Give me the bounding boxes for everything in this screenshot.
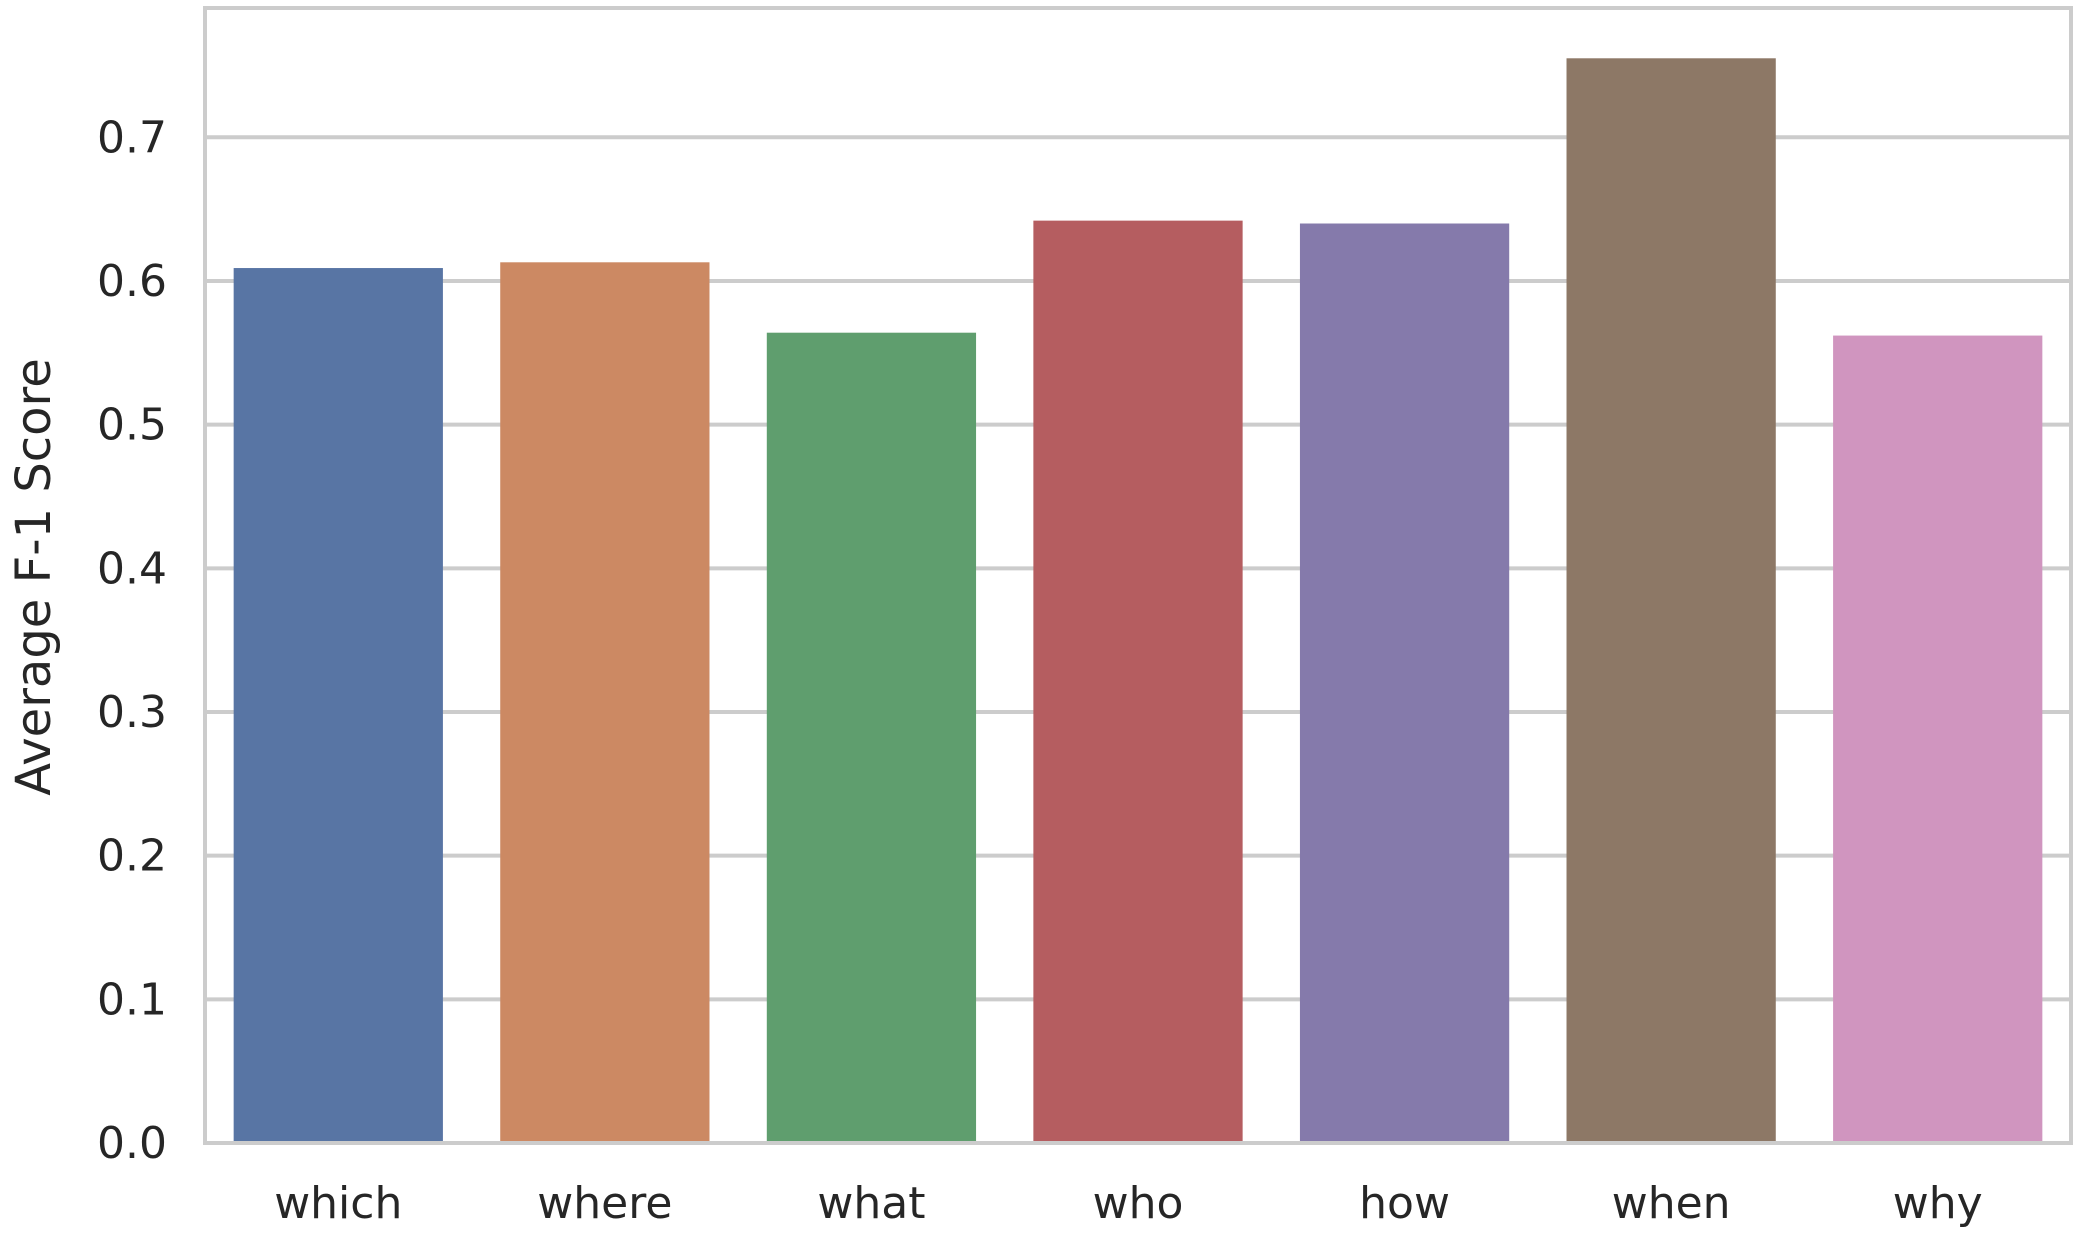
y-tick-label: 0.3 — [97, 687, 167, 738]
y-axis-title: Average F-1 Score — [6, 358, 62, 796]
plot-frame — [203, 6, 2073, 1145]
y-tick-label: 0.4 — [97, 543, 167, 594]
x-tick-label: when — [1612, 1178, 1731, 1229]
x-tick-label: which — [274, 1178, 402, 1229]
bar-how — [1299, 223, 1510, 1143]
bars — [233, 58, 2043, 1144]
bar-who — [1033, 220, 1243, 1143]
y-tick-labels: 0.0 0.1 0.2 0.3 0.4 0.5 0.6 0.7 — [97, 112, 167, 1169]
x-tick-label: who — [1093, 1178, 1184, 1229]
bar-why — [1833, 335, 2043, 1144]
y-tick-label: 0.7 — [97, 112, 167, 163]
x-tick-label: how — [1359, 1178, 1450, 1229]
x-tick-label: why — [1893, 1178, 1983, 1229]
y-tick-label: 0.1 — [97, 974, 167, 1025]
bar-when — [1566, 58, 1776, 1144]
y-tick-label: 0.2 — [97, 831, 167, 882]
y-tick-label: 0.6 — [97, 256, 167, 307]
plot-border — [203, 6, 2073, 1145]
bar-what — [766, 332, 977, 1144]
y-tick-label: 0.0 — [97, 1118, 167, 1169]
x-tick-label: what — [817, 1178, 925, 1229]
x-tick-labels: which where what who how when why — [274, 1178, 1982, 1229]
y-tick-label: 0.5 — [97, 400, 167, 451]
bar-which — [233, 268, 443, 1143]
x-tick-label: where — [537, 1178, 672, 1229]
bar-where — [500, 262, 710, 1143]
